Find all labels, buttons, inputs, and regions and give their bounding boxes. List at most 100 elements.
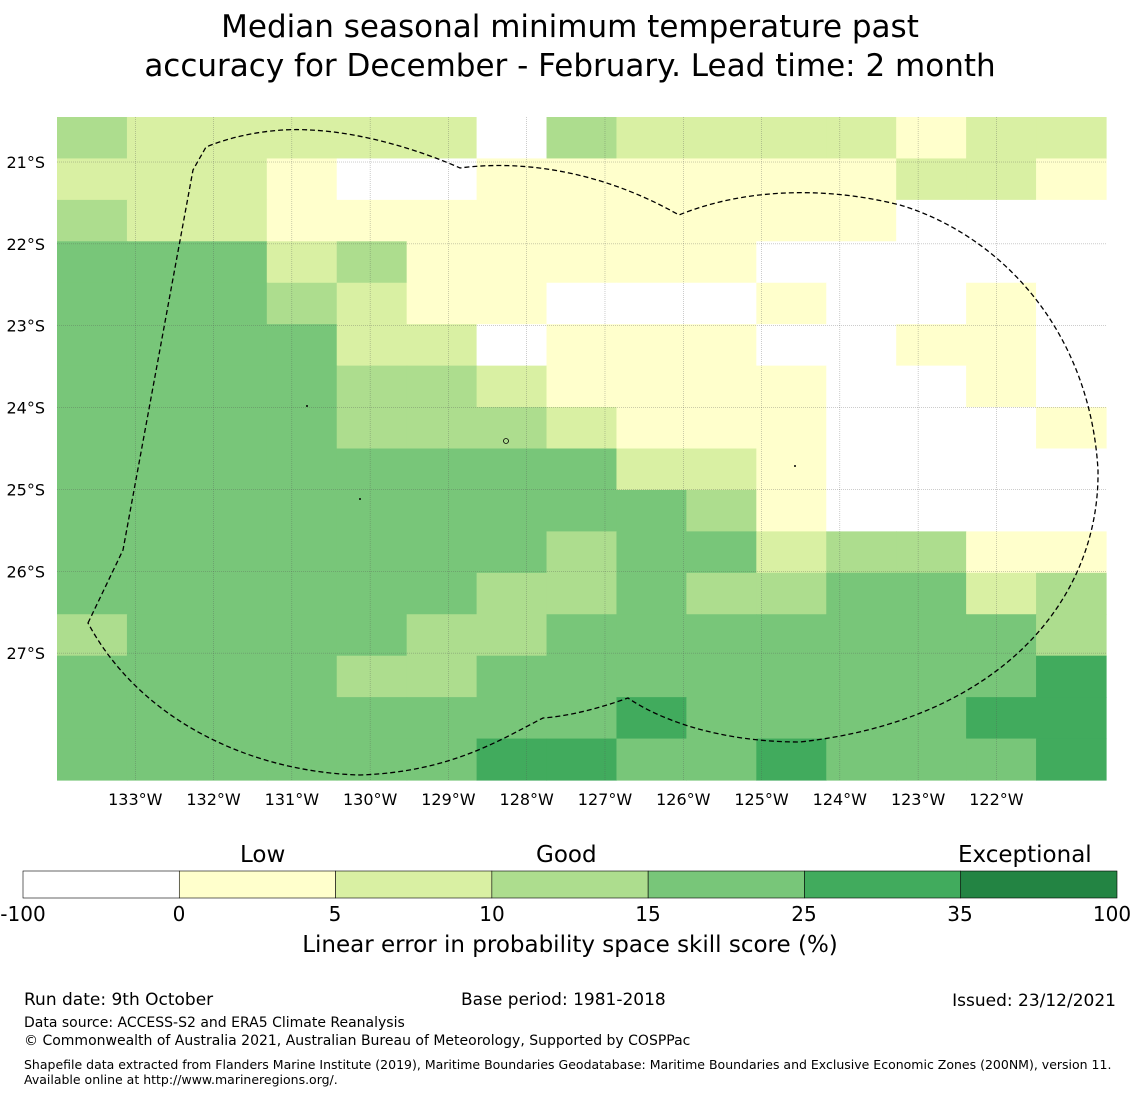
latitude-labels: 21°S 22°S 23°S 24°S 25°S 26°S 27°S	[6, 153, 45, 663]
map-cell	[826, 199, 897, 242]
map-cell	[546, 241, 618, 284]
map-cell	[616, 572, 687, 615]
map-cell	[616, 614, 687, 657]
map-cell	[756, 241, 827, 284]
map-cell	[966, 655, 1037, 698]
map-cell	[546, 531, 618, 574]
map-cell	[1036, 282, 1107, 325]
map-cell	[126, 199, 198, 242]
map-cell	[126, 531, 198, 574]
map-cell	[756, 738, 827, 781]
map-cell	[126, 365, 198, 408]
map-cell	[196, 697, 268, 740]
map-cell	[476, 241, 548, 284]
colorbar-tick: 35	[947, 902, 973, 926]
longitude-label: 123°W	[891, 790, 946, 809]
map-cells	[57, 117, 1107, 781]
map-cell	[57, 531, 128, 574]
colorbar-tick: 15	[635, 902, 661, 926]
map-cell	[57, 655, 128, 698]
map-cell	[826, 531, 897, 574]
map-cell	[826, 489, 897, 532]
latitude-label: 21°S	[6, 153, 45, 172]
map-cell	[966, 282, 1037, 325]
island-marker-4	[359, 498, 361, 500]
map-cell	[336, 448, 408, 491]
map-cell	[966, 697, 1037, 740]
map-cell	[826, 241, 897, 284]
colorbar-segment	[804, 870, 962, 899]
map-cell	[616, 738, 687, 781]
map-cell	[476, 614, 548, 657]
map-cell	[406, 572, 478, 615]
map-cell	[756, 655, 827, 698]
map-cell	[266, 572, 338, 615]
colorbar-tick: 0	[172, 902, 186, 926]
map-cell	[1036, 158, 1107, 201]
map-cell	[966, 489, 1037, 532]
map-cell	[546, 738, 618, 781]
map-cell	[406, 407, 478, 450]
longitude-label: 129°W	[421, 790, 476, 809]
map-cell	[686, 738, 757, 781]
map-cell	[126, 282, 198, 325]
map-gridlines	[57, 117, 1106, 780]
map-cell	[266, 117, 338, 160]
map-cell	[616, 697, 687, 740]
map-cell	[966, 407, 1037, 450]
map-cell	[756, 531, 827, 574]
map-cell	[546, 407, 618, 450]
map-cell	[476, 158, 548, 201]
map-cell	[686, 448, 757, 491]
longitude-label: 122°W	[969, 790, 1024, 809]
map-cell	[1036, 697, 1107, 740]
map-cell	[896, 697, 967, 740]
map-cell	[546, 199, 618, 242]
map-cell	[966, 158, 1037, 201]
map-cell	[616, 448, 687, 491]
map-cell	[57, 282, 128, 325]
map-cell	[826, 572, 897, 615]
colorbar-segment	[647, 870, 805, 899]
title-line-2: accuracy for December - February. Lead t…	[144, 48, 996, 84]
map-cell	[476, 489, 548, 532]
map-cell	[826, 282, 897, 325]
colorbar-tick: 25	[791, 902, 817, 926]
map-cell	[57, 697, 128, 740]
map-cell	[616, 365, 687, 408]
map-cell	[826, 117, 897, 160]
map-cell	[196, 158, 268, 201]
map-cell	[406, 241, 478, 284]
map-cell	[266, 365, 338, 408]
latitude-label: 27°S	[6, 644, 45, 663]
map-cell	[266, 489, 338, 532]
longitude-label: 128°W	[500, 790, 555, 809]
map-cell	[266, 158, 338, 201]
map-cell	[196, 365, 268, 408]
map-cell	[196, 614, 268, 657]
map-cell	[126, 158, 198, 201]
map-cell	[126, 655, 198, 698]
map-cell	[266, 199, 338, 242]
map-cell	[196, 324, 268, 367]
map-cell	[826, 324, 897, 367]
map-cell	[336, 324, 408, 367]
map-cell	[476, 655, 548, 698]
map-cell	[406, 448, 478, 491]
map-cell	[57, 738, 128, 781]
colorbar-segment	[178, 870, 336, 899]
map-cell	[57, 117, 128, 160]
map-cell	[546, 324, 618, 367]
map-cell	[686, 489, 757, 532]
colorbar-segment	[22, 870, 180, 899]
map-cell	[686, 655, 757, 698]
map-cell	[476, 572, 548, 615]
map-cell	[896, 199, 967, 242]
island-marker-3	[794, 465, 796, 467]
map-cell	[896, 407, 967, 450]
map-cell	[686, 241, 757, 284]
map-cell	[826, 738, 897, 781]
map-cell	[756, 324, 827, 367]
map-cell	[266, 697, 338, 740]
map-cell	[1036, 199, 1107, 242]
